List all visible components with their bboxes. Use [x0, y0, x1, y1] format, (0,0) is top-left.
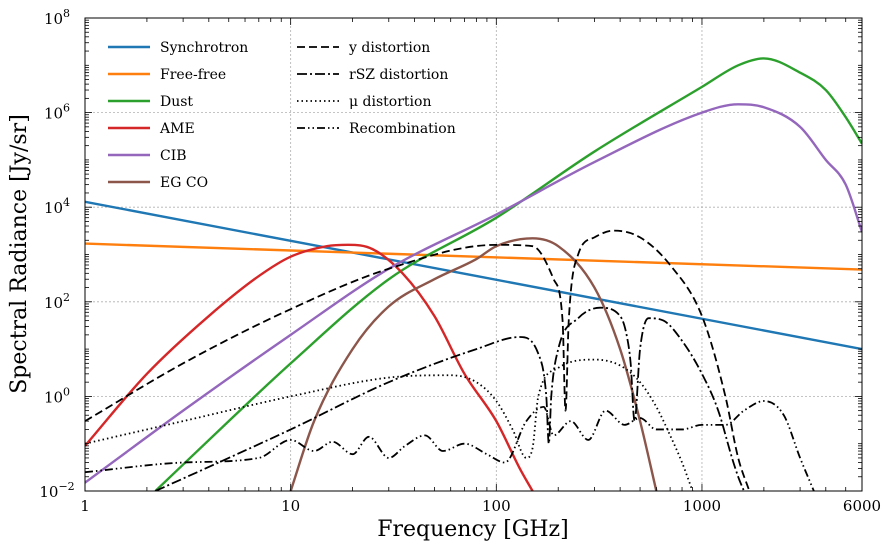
series-line-recombination — [85, 400, 815, 491]
legend-label: CIB — [160, 148, 187, 164]
series-line-free-free — [85, 242, 862, 271]
x-tick-label: 100 — [482, 497, 511, 515]
y-tick-label: 10−2 — [39, 480, 74, 501]
legend-label: μ distortion — [349, 94, 431, 110]
x-axis-label: Frequency [GHz] — [377, 517, 569, 542]
y-tick-label: 106 — [44, 102, 70, 123]
y-tick-label: 108 — [44, 7, 70, 28]
y-tick-label: 100 — [44, 385, 70, 406]
legend-label: Recombination — [349, 121, 456, 137]
legend-label: rSZ distortion — [349, 67, 448, 83]
series-line-ame — [85, 243, 534, 491]
axis-ticks — [84, 18, 863, 492]
legend-label: Free-free — [160, 67, 226, 83]
series-line-cib — [85, 103, 862, 484]
x-tick-labels: 1 10 100 1000 6000 — [80, 497, 881, 515]
grid-lines — [85, 18, 862, 491]
x-tick-label: 6000 — [843, 497, 881, 515]
series-line-y-distortion — [85, 229, 751, 491]
series-line-distortion — [85, 358, 694, 491]
legend-label: y distortion — [348, 40, 430, 56]
y-tick-labels: 10−2 100 102 104 106 108 — [39, 7, 74, 501]
legend-label: AME — [159, 121, 195, 137]
legend: Synchrotron Free-free Dust AME CIB EG CO y dis… — [108, 40, 456, 191]
legend-label: Synchrotron — [160, 40, 248, 56]
series-line-dust — [154, 57, 862, 491]
legend-label: Dust — [160, 94, 193, 110]
x-tick-label: 1000 — [683, 497, 721, 515]
y-tick-label: 102 — [44, 291, 70, 312]
series-line-rsz-distortion — [155, 306, 745, 491]
y-axis-label: Spectral Radiance [Jy/sr] — [7, 114, 32, 394]
legend-label: EG CO — [160, 175, 208, 191]
y-tick-label: 104 — [44, 196, 70, 217]
x-tick-label: 1 — [80, 497, 90, 515]
series-lines — [85, 57, 862, 491]
x-tick-label: 10 — [281, 497, 300, 515]
series-line-eg-co — [289, 237, 658, 491]
series-line-synchrotron — [85, 200, 862, 351]
